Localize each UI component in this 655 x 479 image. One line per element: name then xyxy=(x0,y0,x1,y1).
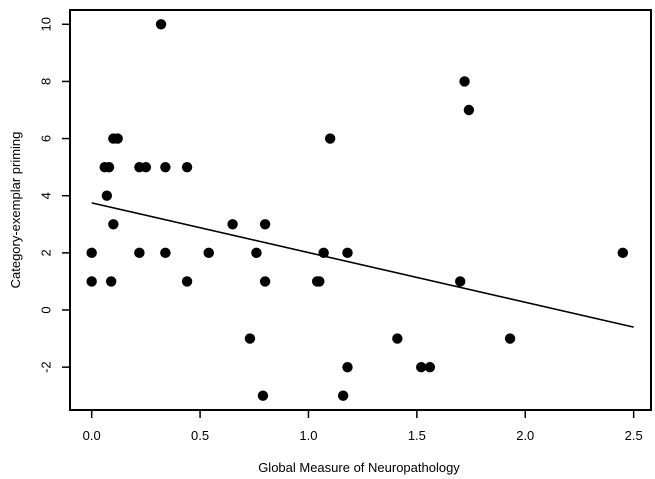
data-point xyxy=(455,276,466,287)
data-point xyxy=(134,247,145,259)
data-point xyxy=(318,247,329,259)
data-point xyxy=(259,276,271,287)
data-point xyxy=(103,161,115,173)
data-point xyxy=(108,219,119,230)
x-tick-label: 1.5 xyxy=(408,428,426,443)
data-point xyxy=(617,247,629,259)
data-point xyxy=(140,161,152,173)
data-point xyxy=(251,247,262,259)
data-point xyxy=(112,133,123,144)
data-point xyxy=(259,219,271,230)
plot-frame xyxy=(69,9,652,411)
data-point xyxy=(314,276,325,287)
data-point xyxy=(155,19,167,30)
data-point xyxy=(324,133,336,144)
y-tick-label: -2 xyxy=(39,361,54,373)
y-tick-label: 4 xyxy=(39,192,54,199)
data-point xyxy=(463,104,475,116)
data-point xyxy=(459,76,470,87)
data-point xyxy=(504,333,516,344)
data-point xyxy=(416,361,427,373)
x-tick-label: 0.0 xyxy=(83,428,101,443)
regression-line xyxy=(91,202,634,328)
data-point xyxy=(105,276,117,287)
data-point xyxy=(86,247,97,259)
y-axis: -2 0 2 4 6 8 10 xyxy=(39,17,70,373)
x-tick-label: 1.0 xyxy=(299,428,317,443)
data-point xyxy=(227,219,238,230)
data-point xyxy=(203,247,214,259)
y-tick-label: 2 xyxy=(39,249,54,256)
y-tick-label: 8 xyxy=(39,78,54,85)
x-tick-label: 0.5 xyxy=(191,428,209,443)
data-point xyxy=(160,161,171,173)
data-point xyxy=(342,247,353,259)
data-point xyxy=(257,390,269,401)
y-tick-label: 0 xyxy=(39,306,54,313)
data-point xyxy=(101,190,113,201)
data-point xyxy=(181,276,193,287)
x-tick-label: 2.5 xyxy=(625,428,643,443)
y-tick-label: 10 xyxy=(39,17,54,31)
x-axis-title: Global Measure of Neuropathology xyxy=(258,460,460,475)
data-point xyxy=(424,361,436,373)
x-axis: 0.0 0.5 1.0 1.5 2.0 2.5 xyxy=(83,410,643,443)
data-point xyxy=(160,247,171,259)
data-point xyxy=(337,390,349,401)
data-point xyxy=(86,276,97,287)
plot-area xyxy=(69,9,652,411)
y-tick-label: 6 xyxy=(39,135,54,142)
data-point xyxy=(342,361,353,373)
data-point xyxy=(244,333,256,344)
data-point xyxy=(392,333,403,344)
x-tick-label: 2.0 xyxy=(516,428,534,443)
y-axis-title: Category-exemplar priming xyxy=(8,132,23,289)
data-point xyxy=(181,161,193,173)
